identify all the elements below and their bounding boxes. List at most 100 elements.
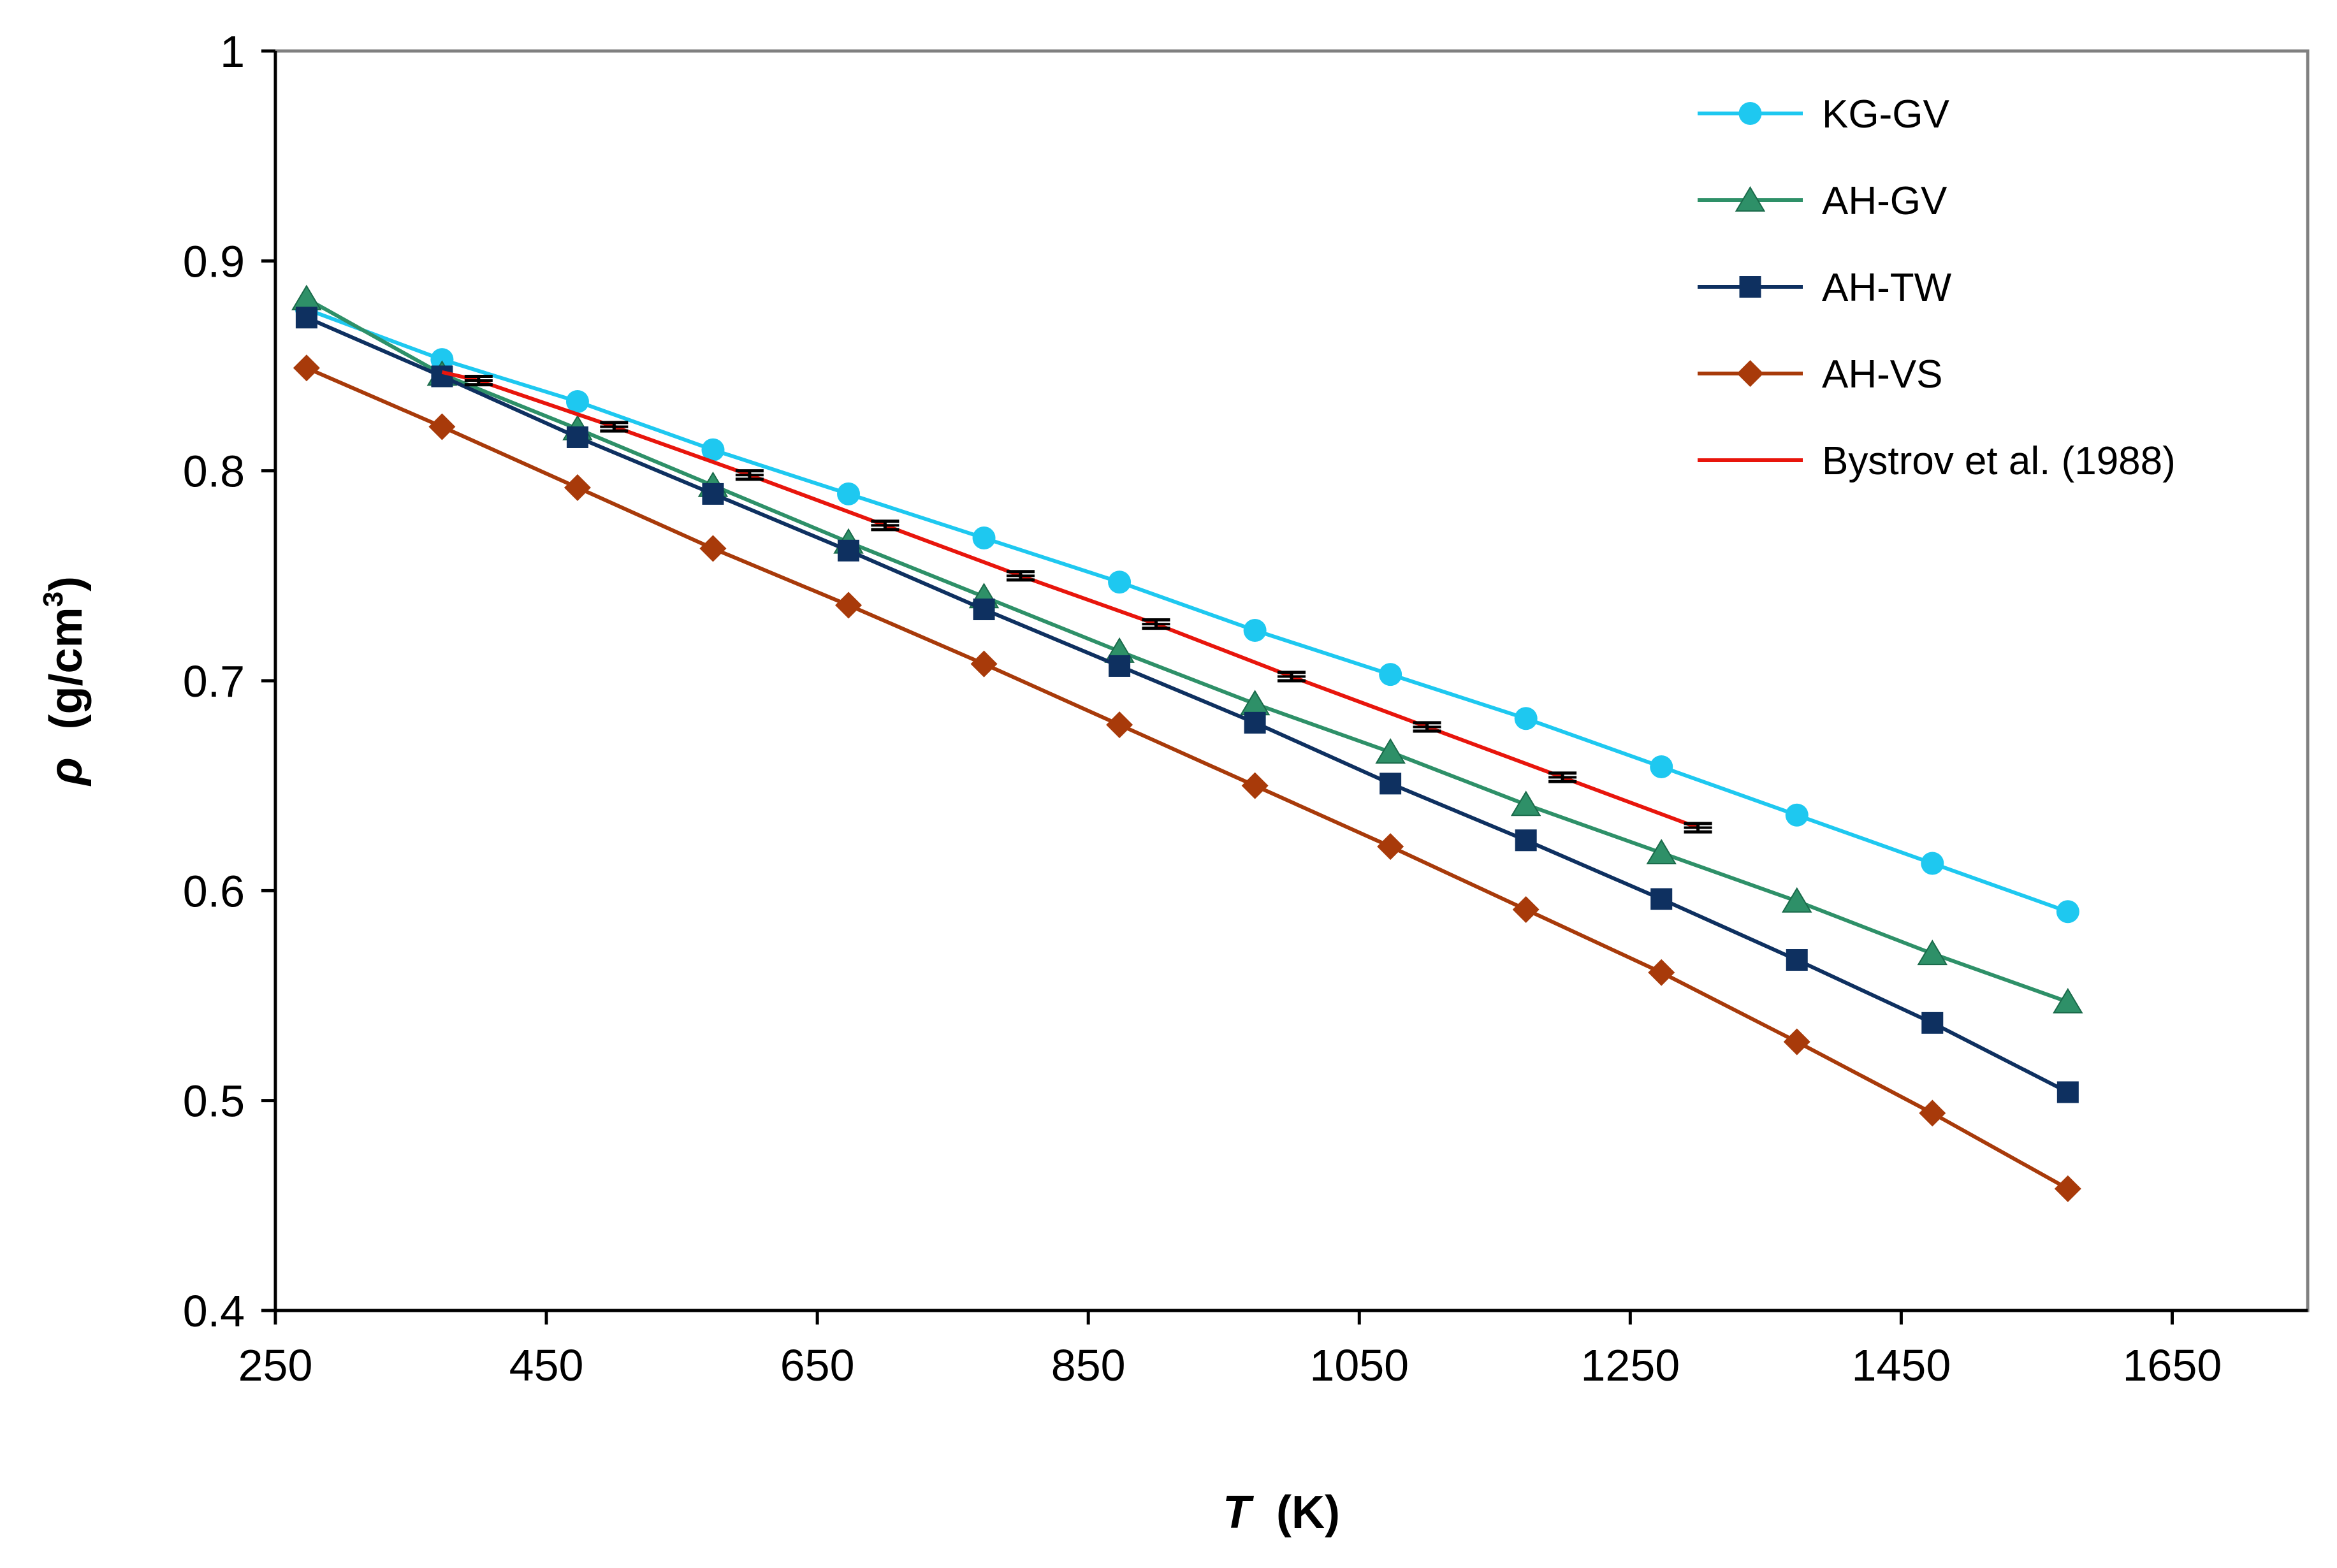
data-point-kg-gv xyxy=(1379,663,1402,686)
error-bar xyxy=(600,421,629,433)
error-bar xyxy=(735,469,764,481)
x-tick-label: 850 xyxy=(1051,1340,1126,1390)
y-axis-title: ρ (g/cm3) xyxy=(38,576,92,787)
data-point-ah-vs xyxy=(835,592,863,619)
error-bar xyxy=(1413,721,1441,733)
data-point-ah-vs xyxy=(699,535,727,562)
x-axis-title: T (K) xyxy=(1223,1487,1340,1538)
error-bar xyxy=(1006,570,1035,582)
x-tick-label: 250 xyxy=(238,1340,313,1390)
data-point-kg-gv xyxy=(701,438,725,461)
data-point-ah-tw xyxy=(1921,1012,1944,1034)
data-point-ah-tw xyxy=(1786,949,1808,971)
x-axis-unit: (K) xyxy=(1276,1487,1340,1538)
legend-label: KG-GV xyxy=(1822,92,1949,136)
y-tick-label: 0.5 xyxy=(183,1077,245,1126)
series-layer xyxy=(291,284,2083,1202)
data-point-ah-gv xyxy=(1375,738,1406,764)
data-point-ah-gv xyxy=(1646,839,1677,865)
x-tick-label: 450 xyxy=(509,1340,584,1390)
data-point-ah-tw xyxy=(2057,1081,2079,1103)
y-tick-label: 0.8 xyxy=(183,447,245,497)
legend-marker xyxy=(1738,102,1762,125)
data-point-ah-tw xyxy=(1244,711,1266,734)
data-point-kg-gv xyxy=(837,482,861,505)
y-tick-label: 0.9 xyxy=(183,236,245,286)
series-line-ah-vs xyxy=(305,366,2069,1191)
legend-marker xyxy=(1739,276,1761,298)
data-point-ah-tw xyxy=(566,426,588,448)
data-point-ah-vs xyxy=(1783,1028,1810,1056)
x-tick-label: 650 xyxy=(780,1340,855,1390)
error-bar xyxy=(1548,771,1577,783)
data-point-kg-gv xyxy=(1108,570,1132,594)
legend-label: AH-VS xyxy=(1822,352,1942,396)
data-point-kg-gv xyxy=(430,348,454,372)
y-tick-label: 1 xyxy=(220,27,245,76)
data-point-ah-vs xyxy=(2054,1175,2081,1202)
error-bar xyxy=(1684,822,1712,834)
x-axis-ticks: 250 450 650 850 1050 1250 1450 1650 xyxy=(238,1310,2222,1390)
data-point-ah-tw xyxy=(295,307,317,329)
y-axis-symbol: ρ xyxy=(41,757,92,787)
data-point-ah-gv xyxy=(1510,790,1541,817)
legend-label: AH-GV xyxy=(1822,179,1948,223)
legend-marker xyxy=(1736,360,1764,387)
data-point-kg-gv xyxy=(565,389,589,413)
legend-item-kg-gv: KG-GV xyxy=(1698,92,1949,136)
data-point-ah-tw xyxy=(431,365,453,388)
data-point-ah-tw xyxy=(1515,829,1537,852)
data-point-ah-vs xyxy=(1377,833,1404,860)
data-point-ah-vs xyxy=(564,474,591,502)
x-tick-label: 1450 xyxy=(1852,1340,1951,1390)
error-bar xyxy=(871,519,899,532)
legend-item-bystrov-et-al-1988: Bystrov et al. (1988) xyxy=(1698,439,2176,483)
y-axis-ticks: 0.4 0.5 0.6 0.7 0.8 0.9 1 xyxy=(183,27,275,1336)
data-point-ah-tw xyxy=(1650,888,1673,910)
legend-item-ah-tw: AH-TW xyxy=(1698,266,1952,310)
error-bars xyxy=(464,374,1712,834)
error-bar xyxy=(464,374,493,387)
legend-label: AH-TW xyxy=(1822,266,1952,310)
data-point-ah-vs xyxy=(1648,959,1675,986)
data-point-ah-tw xyxy=(838,539,860,562)
series-line-bystrov-et-al-1988 xyxy=(441,370,1699,830)
data-point-kg-gv xyxy=(1650,755,1673,779)
y-axis-unit-close: ) xyxy=(41,576,92,592)
data-point-kg-gv xyxy=(1921,852,1944,875)
x-tick-label: 1250 xyxy=(1580,1340,1680,1390)
data-point-ah-tw xyxy=(1109,655,1131,677)
error-bar xyxy=(1278,671,1306,683)
series-kg-gv xyxy=(295,298,2079,924)
x-tick-label: 1650 xyxy=(2123,1340,2222,1390)
series-bystrov-et-al-1988 xyxy=(441,370,1699,830)
data-point-kg-gv xyxy=(1514,707,1538,730)
error-bar xyxy=(1142,618,1170,630)
series-ah-tw xyxy=(295,307,2079,1103)
data-point-ah-tw xyxy=(702,483,724,505)
data-point-ah-vs xyxy=(1106,711,1133,739)
data-point-ah-vs xyxy=(293,354,320,382)
legend: KG-GV AH-GV AH-TW AH-VS Bystrov et al. (1988… xyxy=(1698,92,2176,483)
series-line-ah-tw xyxy=(305,316,2069,1094)
data-point-kg-gv xyxy=(1785,803,1809,827)
y-tick-label: 0.4 xyxy=(183,1286,245,1336)
data-point-ah-gv xyxy=(1781,887,1812,913)
y-tick-label: 0.6 xyxy=(183,866,245,916)
series-line-kg-gv xyxy=(305,307,2069,914)
data-point-kg-gv xyxy=(972,526,996,550)
data-point-ah-vs xyxy=(970,650,998,678)
series-ah-vs xyxy=(293,354,2081,1202)
legend-item-ah-vs: AH-VS xyxy=(1698,352,1942,396)
x-axis-symbol: T xyxy=(1223,1487,1255,1538)
legend-marker xyxy=(1735,186,1766,212)
legend-label: Bystrov et al. (1988) xyxy=(1822,439,2176,483)
data-point-kg-gv xyxy=(1243,618,1267,642)
data-point-kg-gv xyxy=(2056,900,2079,924)
y-tick-label: 0.7 xyxy=(183,657,245,706)
data-point-ah-gv xyxy=(291,284,322,310)
y-axis-unit-open: (g/cm xyxy=(41,607,92,729)
data-point-ah-gv xyxy=(2053,987,2083,1013)
data-point-ah-tw xyxy=(1380,773,1402,795)
